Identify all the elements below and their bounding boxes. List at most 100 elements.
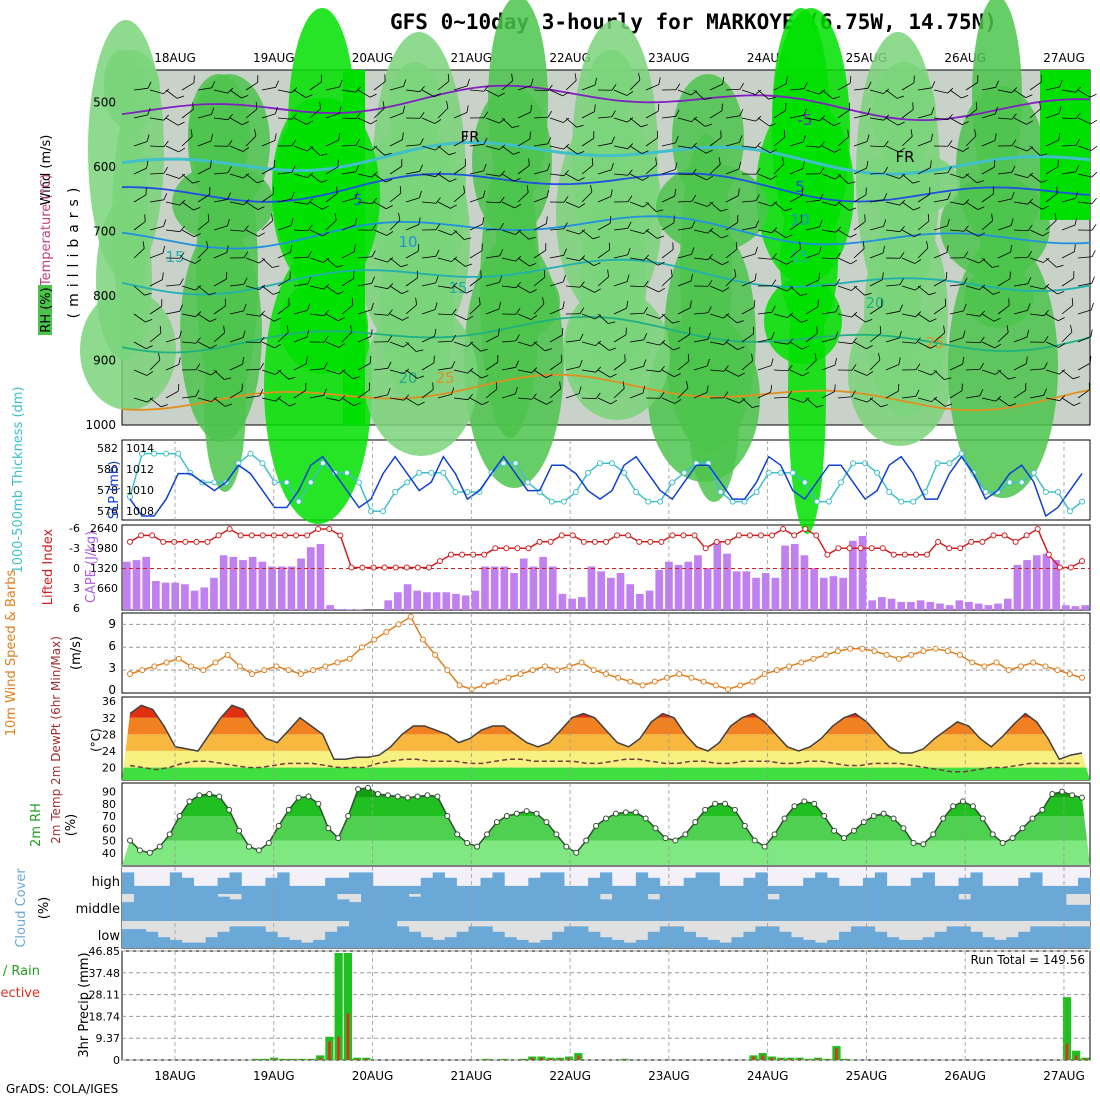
wind-barb <box>437 100 449 119</box>
wind-barb-staff <box>437 257 452 263</box>
wind-barb-flag <box>288 298 290 306</box>
wind-barb <box>181 75 195 91</box>
wind-barb-flag <box>770 149 777 154</box>
wind-barb <box>565 386 582 399</box>
cloud-bar <box>588 877 601 894</box>
wind-barb <box>949 89 969 99</box>
wind-barb <box>501 117 520 128</box>
cloud-bar <box>1030 926 1043 948</box>
precip-total-bar <box>1062 997 1072 1060</box>
wind-barb-flag <box>1025 94 1033 98</box>
wind-barb-staff <box>549 228 564 231</box>
wind-barb-staff <box>725 341 738 350</box>
wind-barb-flag <box>866 371 874 376</box>
wind-barb-staff <box>805 89 820 95</box>
wind-barb-staff <box>181 173 193 184</box>
precip-run-total: Run Total = 149.56 <box>970 953 1085 967</box>
wind-barb-flag <box>243 303 247 311</box>
rh2m-series-point <box>424 792 431 799</box>
temp-y-tick: 36 <box>102 695 116 708</box>
wind-barb-flag <box>819 141 825 148</box>
wind-barb-staff <box>501 117 513 128</box>
wind-barb <box>341 397 361 406</box>
wind-barb <box>645 365 665 373</box>
wind-barb-flag <box>434 328 437 337</box>
wind-barb-staff <box>373 108 385 119</box>
cape-bar <box>607 577 615 610</box>
wind-barb-flag <box>670 269 673 277</box>
li-series-point <box>735 532 742 539</box>
wind-barb <box>773 312 794 319</box>
wind-barb-flag <box>993 317 1001 322</box>
wind-barb-staff <box>357 336 372 343</box>
wind-barb-staff <box>341 89 356 93</box>
cloud-bar <box>456 931 469 948</box>
wind-barb <box>789 82 808 91</box>
wind-barb <box>1013 303 1031 315</box>
wind-barb <box>597 397 618 405</box>
wind-barb-staff <box>677 89 692 96</box>
wind-barb <box>309 388 327 399</box>
wind-barb-flag <box>672 242 674 250</box>
cloud-bar <box>886 885 900 894</box>
wind-barb-staff <box>501 285 516 289</box>
wind-barb-staff <box>245 82 258 91</box>
wind-barb-flag <box>929 318 937 322</box>
wind-barb-staff <box>805 333 818 343</box>
cloud-bar <box>922 937 935 948</box>
wind-barb <box>853 160 869 175</box>
wind-barb-flag <box>659 392 665 399</box>
cloud-bar <box>695 894 708 921</box>
li-series-point <box>835 545 842 552</box>
wind-barb-staff <box>853 194 867 203</box>
li-y-tick: -3 <box>69 542 80 555</box>
wind-barb-staff <box>789 248 801 259</box>
date-label-bottom: 19AUG <box>253 1069 295 1083</box>
wind-barb <box>597 369 617 378</box>
cloud-bar <box>169 872 183 894</box>
cloud-bar <box>528 894 541 921</box>
li-series-point <box>127 538 133 545</box>
temp-y-tick: 24 <box>102 745 116 758</box>
wind-barb-flag <box>1043 283 1050 290</box>
wind-barb-flag <box>931 81 936 88</box>
cloud-bar <box>791 894 804 921</box>
wind-barb-flag <box>974 128 977 137</box>
wind-barb <box>325 341 346 348</box>
wind-barb-staff <box>901 229 915 238</box>
cloud-bar <box>361 921 374 948</box>
wind10m-series-point <box>908 651 915 658</box>
cape-bar <box>432 592 441 610</box>
wind-barb-flag <box>864 214 866 222</box>
wind-barb <box>357 117 378 125</box>
wind-barb-flag <box>382 101 385 109</box>
wind-barb-staff <box>1061 331 1073 343</box>
cloud-bar <box>755 926 768 948</box>
wind-barb-flag <box>511 73 513 81</box>
wind-barb-staff <box>405 197 420 203</box>
wind-barb-staff <box>517 397 532 400</box>
wind-barb-staff <box>389 112 404 119</box>
wind10m-series-point <box>895 655 902 662</box>
wind-barb-staff <box>437 393 452 399</box>
cloud-bar <box>779 885 792 894</box>
cape-bar <box>258 561 267 610</box>
wind-barb-staff <box>1029 145 1041 156</box>
wind-barb-staff <box>229 390 243 399</box>
wind-barb-staff <box>965 313 980 317</box>
wind-barb-flag <box>1073 402 1081 406</box>
wind-barb-staff <box>1045 369 1060 375</box>
wind-barb-flag <box>514 203 522 209</box>
wind-barb-staff <box>565 145 578 155</box>
wind-barb-staff <box>837 109 850 119</box>
wind-barb-staff <box>197 167 211 175</box>
wind-barb-flag <box>1025 383 1027 391</box>
wind-barb <box>213 298 226 315</box>
wind-barb <box>581 184 593 203</box>
wind-barb-staff <box>165 173 180 179</box>
wind-barb <box>725 82 745 91</box>
wind-barb-staff <box>885 89 898 99</box>
wind-barb <box>1029 201 1049 210</box>
cloud-bar <box>827 939 840 948</box>
wind-barb-staff <box>965 108 978 119</box>
